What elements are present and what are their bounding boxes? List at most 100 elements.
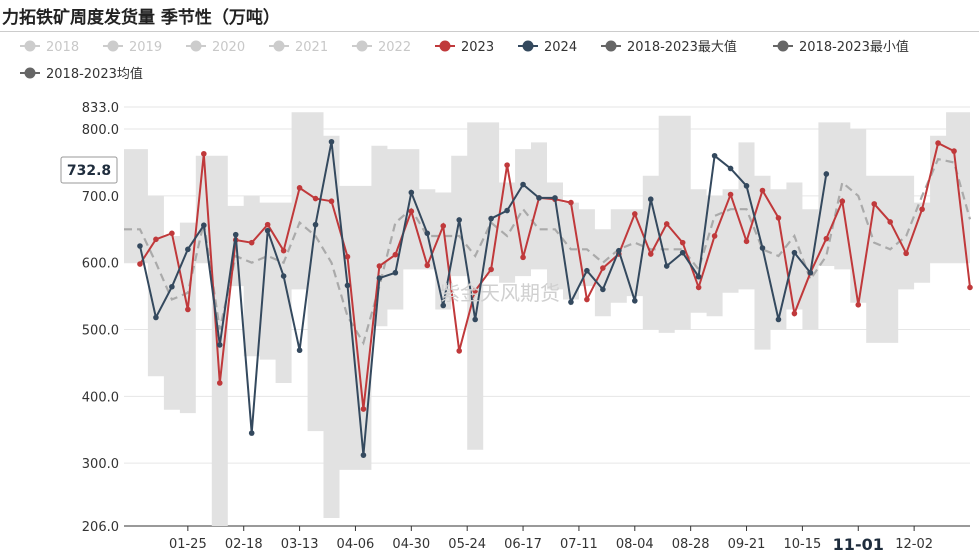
data-point-2023[interactable] <box>711 233 718 239</box>
data-point-2023[interactable] <box>919 206 925 213</box>
data-point-2023[interactable] <box>887 219 893 225</box>
data-point-2024[interactable] <box>248 430 255 436</box>
data-point-2024[interactable] <box>408 189 415 196</box>
data-point-2023[interactable] <box>631 211 638 217</box>
data-point-2023[interactable] <box>568 199 574 206</box>
data-point-2023[interactable] <box>903 250 909 257</box>
data-point-2024[interactable] <box>791 249 798 256</box>
data-point-2024[interactable] <box>520 181 526 188</box>
data-point-2024[interactable] <box>600 286 606 293</box>
data-point-2023[interactable] <box>663 221 670 227</box>
legend-item-2018-2023最小值[interactable]: 2018-2023最小值 <box>773 39 909 55</box>
data-point-2023[interactable] <box>791 310 798 317</box>
data-point-2024[interactable] <box>504 207 510 214</box>
data-point-2024[interactable] <box>695 273 702 280</box>
data-point-2023[interactable] <box>488 266 494 273</box>
data-point-2024[interactable] <box>759 245 766 251</box>
data-point-2023[interactable] <box>344 253 351 260</box>
data-point-2024[interactable] <box>631 297 638 304</box>
data-point-2023[interactable] <box>169 230 175 237</box>
data-point-2024[interactable] <box>232 231 239 238</box>
legend-item-2022[interactable]: 2022 <box>352 40 411 55</box>
data-point-2024[interactable] <box>568 299 574 305</box>
data-point-2024[interactable] <box>679 249 686 256</box>
data-point-2023[interactable] <box>296 185 303 191</box>
data-point-2023[interactable] <box>855 302 862 308</box>
data-point-2023[interactable] <box>392 251 399 258</box>
series-2023[interactable] <box>137 140 973 412</box>
data-point-2023[interactable] <box>759 187 766 194</box>
legend-item-2018-2023均值[interactable]: 2018-2023均值 <box>20 66 143 82</box>
data-point-2024[interactable] <box>137 243 143 249</box>
data-point-2024[interactable] <box>280 273 287 279</box>
data-point-2024[interactable] <box>743 183 750 189</box>
data-point-2024[interactable] <box>807 269 814 276</box>
data-point-2024[interactable] <box>360 452 367 458</box>
data-point-2023[interactable] <box>504 162 510 168</box>
data-point-2023[interactable] <box>520 254 526 261</box>
data-point-2023[interactable] <box>408 208 415 215</box>
data-point-2024[interactable] <box>488 215 494 222</box>
data-point-2023[interactable] <box>823 235 830 242</box>
data-point-2024[interactable] <box>169 283 175 290</box>
legend-item-2020[interactable]: 2020 <box>186 40 245 55</box>
data-point-2024[interactable] <box>264 227 271 234</box>
data-point-2023[interactable] <box>727 191 734 198</box>
data-point-2024[interactable] <box>616 247 622 254</box>
data-point-2024[interactable] <box>440 302 447 309</box>
series-layer[interactable] <box>124 138 973 458</box>
data-point-2024[interactable] <box>472 316 478 323</box>
series-line-2024[interactable] <box>139 141 828 456</box>
data-point-2024[interactable] <box>376 275 383 281</box>
data-point-2024[interactable] <box>456 217 463 223</box>
data-point-2023[interactable] <box>137 261 143 267</box>
data-point-2024[interactable] <box>711 152 718 159</box>
data-point-2024[interactable] <box>312 221 319 228</box>
data-point-2023[interactable] <box>472 287 478 294</box>
data-point-2024[interactable] <box>727 165 734 172</box>
series-2024[interactable] <box>137 138 830 458</box>
data-point-2023[interactable] <box>153 236 159 243</box>
data-point-2023[interactable] <box>201 150 207 157</box>
data-point-2024[interactable] <box>823 171 830 177</box>
data-point-2023[interactable] <box>248 239 255 246</box>
data-point-2024[interactable] <box>392 269 399 276</box>
legend[interactable]: 2018 2019 2020 2021 2022 2023 2024 2018-2023最大值… <box>20 39 909 82</box>
data-point-2023[interactable] <box>584 296 590 303</box>
data-point-2023[interactable] <box>264 221 271 228</box>
data-point-2023[interactable] <box>743 238 750 245</box>
data-point-2024[interactable] <box>775 316 782 323</box>
data-point-2023[interactable] <box>328 198 335 205</box>
data-point-2023[interactable] <box>695 284 702 291</box>
data-point-2023[interactable] <box>871 201 878 207</box>
data-point-2024[interactable] <box>552 195 558 201</box>
data-point-2023[interactable] <box>376 263 383 269</box>
legend-item-2018-2023最大值[interactable]: 2018-2023最大值 <box>601 39 737 55</box>
data-point-2024[interactable] <box>663 263 670 269</box>
data-point-2024[interactable] <box>584 267 590 274</box>
data-point-2024[interactable] <box>536 195 542 201</box>
data-point-2023[interactable] <box>424 262 431 269</box>
data-point-2024[interactable] <box>424 230 431 237</box>
data-point-2024[interactable] <box>647 196 654 203</box>
legend-item-2023[interactable]: 2023 <box>435 40 494 55</box>
data-point-2023[interactable] <box>679 239 686 246</box>
data-point-2023[interactable] <box>216 380 223 386</box>
data-point-2024[interactable] <box>328 138 335 145</box>
data-point-2023[interactable] <box>600 265 606 271</box>
data-point-2024[interactable] <box>344 282 351 289</box>
legend-item-2024[interactable]: 2024 <box>518 40 577 55</box>
data-point-2023[interactable] <box>456 348 463 354</box>
data-point-2024[interactable] <box>201 222 207 229</box>
legend-item-2019[interactable]: 2019 <box>103 40 162 55</box>
data-point-2023[interactable] <box>440 223 447 229</box>
data-point-2023[interactable] <box>280 247 287 254</box>
data-point-2023[interactable] <box>360 406 367 412</box>
data-point-2023[interactable] <box>312 195 319 202</box>
data-point-2023[interactable] <box>935 140 941 146</box>
data-point-2023[interactable] <box>951 148 957 154</box>
data-point-2024[interactable] <box>153 314 159 321</box>
data-point-2023[interactable] <box>839 198 846 205</box>
legend-item-2021[interactable]: 2021 <box>269 40 328 55</box>
